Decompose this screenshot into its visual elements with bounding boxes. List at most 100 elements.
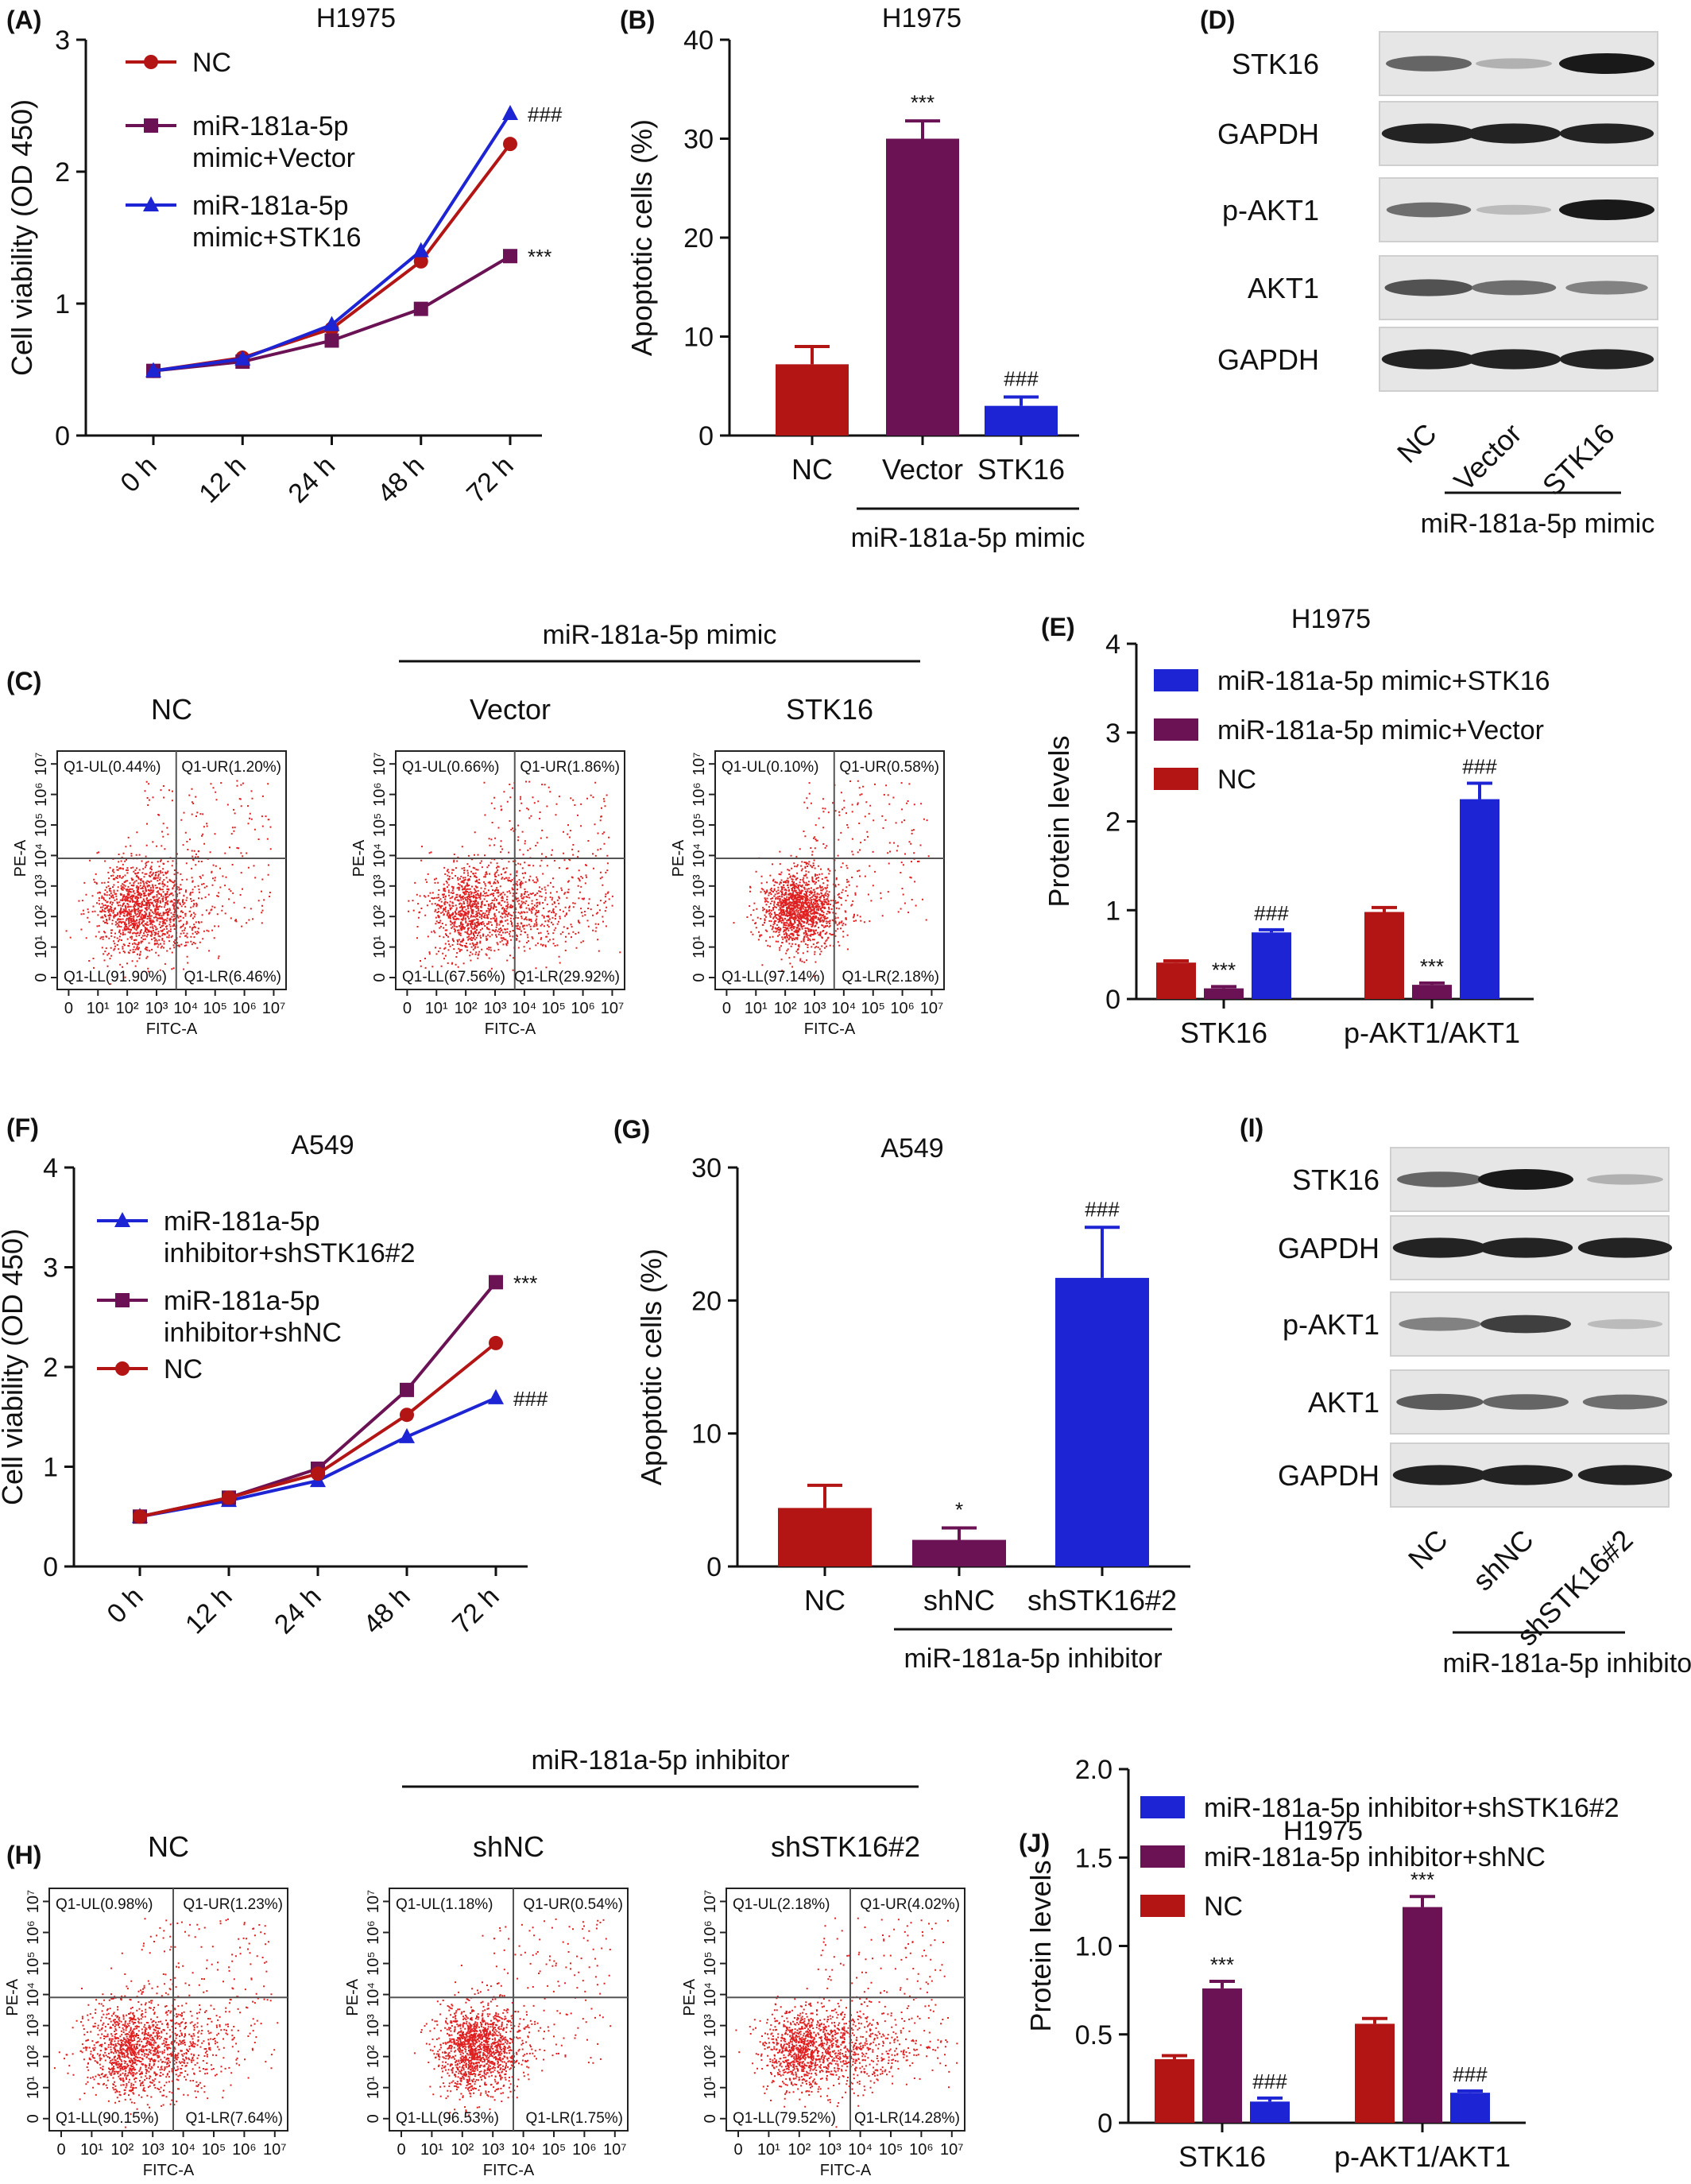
- x-tick-label: 12 h: [180, 1582, 238, 1640]
- panel-label: (B): [620, 6, 655, 34]
- flow-plot-title: shNC: [473, 1830, 544, 1863]
- marker-triangle: [143, 196, 159, 211]
- blot-band: [1392, 1237, 1488, 1258]
- group-label: miR-181a-5p mimic: [851, 523, 1085, 553]
- marker-triangle: [412, 242, 429, 258]
- flow-plot-stk16: STK16 Q1-UL(0.10%) Q1-UR(0.58%) Q1-LL(97.14…: [670, 693, 945, 1038]
- significance-label: ***: [1210, 1953, 1234, 1977]
- bar: [1252, 932, 1291, 999]
- x-tick-label: 10⁶: [890, 1000, 914, 1017]
- significance-label: ###: [1462, 754, 1497, 778]
- significance-label: *: [955, 1497, 963, 1521]
- y-axis-label: PE-A: [344, 1978, 362, 2016]
- series-nc: [133, 1335, 503, 1524]
- legend-swatch: [1154, 669, 1198, 691]
- y-tick-label: 3: [1105, 718, 1120, 749]
- marker-square: [489, 1275, 503, 1290]
- x-axis-label: FITC-A: [820, 2162, 872, 2179]
- y-tick-label: 10¹: [691, 935, 708, 958]
- marker-square: [144, 118, 158, 133]
- flow-plot-nc: NC Q1-UL(0.98%) Q1-UR(1.23%) Q1-LL(90.15%) Q…: [4, 1830, 288, 2179]
- blot-row-label: GAPDH: [1217, 118, 1319, 150]
- legend-label: miR-181a-5p: [192, 111, 349, 141]
- quadrant-lr-label: Q1-LR(14.28%): [854, 2110, 960, 2127]
- x-tick-label: 10⁵: [861, 1000, 885, 1017]
- chart-title: H1975: [316, 3, 396, 33]
- lane-label: STK16: [1536, 417, 1621, 502]
- x-tick-label: 10³: [484, 1000, 507, 1017]
- y-tick-label: 10²: [371, 904, 389, 927]
- x-tick-label: 10⁴: [173, 1000, 198, 1017]
- x-tick-label: 10³: [141, 2141, 164, 2159]
- y-tick-label: 2.0: [1075, 1755, 1112, 1785]
- x-tick-label: NC: [804, 1584, 846, 1617]
- lane-label: shNC: [1466, 1524, 1540, 1597]
- legend-label: miR-181a-5p: [192, 191, 349, 221]
- x-tick-label: STK16: [1178, 2140, 1266, 2173]
- y-tick-label: 0: [43, 1552, 58, 1582]
- flow-plot-shstk16-2: shSTK16#2 Q1-UL(2.18%) Q1-UR(4.02%) Q1-LL(7…: [681, 1830, 965, 2179]
- y-tick-label: 10¹: [25, 2076, 42, 2099]
- panel-label: (E): [1041, 613, 1075, 641]
- y-tick-label: 0.5: [1075, 2020, 1112, 2050]
- y-tick-label: 0: [691, 973, 708, 982]
- bar-vector: [886, 138, 959, 436]
- blot-band: [1478, 1237, 1573, 1258]
- x-tick-label: STK16: [977, 453, 1065, 486]
- y-tick-label: 10⁴: [365, 1982, 382, 2007]
- y-axis-label: Apoptotic cells (%): [635, 1249, 668, 1485]
- legend-label: miR-181a-5p mimic+Vector: [1217, 715, 1544, 745]
- bar: [1450, 2093, 1490, 2123]
- blot-row-label: STK16: [1232, 48, 1319, 80]
- y-tick-label: 10⁵: [33, 813, 50, 838]
- y-tick-label: 30: [683, 125, 714, 155]
- series-line: [153, 254, 512, 373]
- x-tick-label: 10²: [110, 2141, 134, 2159]
- blot-row-label: AKT1: [1248, 272, 1319, 304]
- quadrant-ul-label: Q1-UL(0.10%): [722, 759, 819, 776]
- quadrant-ll-label: Q1-LL(90.15%): [56, 2110, 159, 2127]
- y-tick-label: 20: [691, 1286, 722, 1316]
- y-tick-label: 10⁴: [25, 1982, 42, 2007]
- significance-label: ###: [1254, 901, 1289, 925]
- x-tick-label: 10⁴: [512, 1000, 536, 1017]
- series-mir-181a-5p-inhibitor-shstk16-2: ###: [132, 1387, 548, 1524]
- y-tick-label: 10⁴: [691, 843, 708, 868]
- y-tick-label: 2: [1105, 807, 1120, 838]
- bar: [1155, 2058, 1194, 2123]
- significance-label: ###: [1004, 366, 1039, 390]
- bar-shnc: [912, 1539, 1006, 1566]
- y-tick-label: 0: [702, 2114, 719, 2123]
- bar: [1156, 962, 1196, 999]
- y-tick-label: 1: [1105, 896, 1120, 926]
- panel-label: (H): [6, 1841, 41, 1869]
- y-tick-label: 10²: [33, 904, 50, 927]
- panel-g-bar-chart: (G) A549 0 10 20 30 Apoptotic cells (%) NC * shNC…: [613, 1115, 1190, 1674]
- significance-label: ***: [911, 91, 934, 114]
- flow-events: [735, 1917, 958, 2128]
- x-tick-label: 10⁷: [920, 1000, 943, 1017]
- blot-band: [1381, 349, 1476, 370]
- chart-title: H1975: [1283, 1816, 1363, 1846]
- y-tick-label: 10³: [371, 874, 389, 897]
- legend-entry: NC: [126, 48, 231, 78]
- group-label: miR-181a-5p mimic: [1421, 509, 1655, 539]
- x-tick-label: 10³: [803, 1000, 826, 1017]
- blot-band: [1559, 53, 1654, 74]
- blot-band: [1476, 204, 1552, 215]
- bar: [1460, 799, 1499, 999]
- y-axis-label: PE-A: [670, 839, 687, 877]
- marker-triangle: [488, 1388, 504, 1404]
- x-tick-label: 10⁴: [171, 2141, 195, 2159]
- marker-circle: [413, 254, 428, 269]
- x-tick-label: 10³: [482, 2141, 505, 2159]
- quadrant-ll-label: Q1-LL(91.90%): [64, 969, 167, 986]
- y-tick-label: 10⁶: [691, 782, 708, 806]
- y-tick-label: 10⁶: [702, 1920, 719, 1944]
- quadrant-ur-label: Q1-UR(1.23%): [183, 1896, 283, 1913]
- y-tick-label: 0: [1097, 2108, 1112, 2139]
- y-tick-label: 10²: [25, 2045, 42, 2068]
- quadrant-ul-label: Q1-UL(1.18%): [396, 1896, 493, 1913]
- quadrant-ur-label: Q1-UR(1.20%): [181, 759, 281, 776]
